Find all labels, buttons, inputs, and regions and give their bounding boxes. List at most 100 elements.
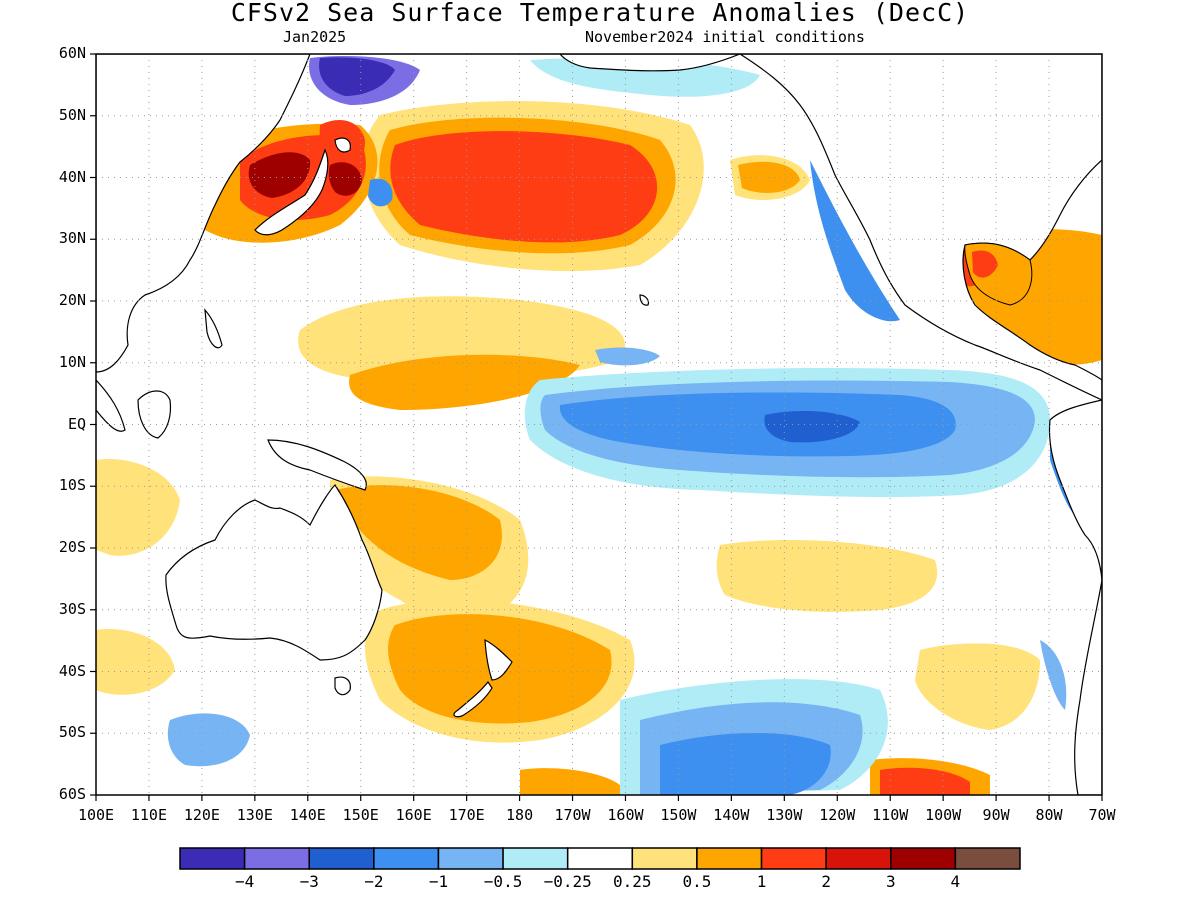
lat-label: 40N <box>58 167 86 186</box>
coastline-australia <box>165 484 383 661</box>
lon-label: 140E <box>289 806 326 824</box>
lon-label: 130W <box>766 806 803 824</box>
colorbar-label: 0.25 <box>613 872 652 891</box>
anomaly-region <box>660 732 831 795</box>
colorbar-swatch <box>179 847 246 870</box>
coastline-hokkaido <box>334 137 351 153</box>
colorbar-label: −1 <box>428 872 449 891</box>
axis-ticks <box>90 53 1103 801</box>
coastline-tasmania <box>334 676 351 696</box>
lon-label: 100E <box>77 806 115 824</box>
anomaly-region <box>1040 640 1067 710</box>
initial-conditions-label: November2024 initial conditions <box>585 28 865 46</box>
coastlines <box>96 54 1102 795</box>
lat-label: EQ <box>67 414 86 433</box>
colorbar <box>179 847 1021 870</box>
colorbar-swatch <box>566 847 634 870</box>
colorbar-label: −0.25 <box>543 872 592 891</box>
valid-month-label: Jan2025 <box>283 28 347 46</box>
lon-label: 120E <box>183 806 220 824</box>
lon-label: 160W <box>607 806 644 824</box>
lon-label: 110E <box>130 806 167 824</box>
lon-label: 150W <box>660 806 697 824</box>
colorbar-label: 4 <box>950 872 961 891</box>
colorbar-label: 1 <box>756 872 767 891</box>
anomaly-region <box>810 160 900 322</box>
lat-label: 50N <box>58 105 86 124</box>
map-title: CFSv2 Sea Surface Temperature Anomalies … <box>230 0 970 27</box>
colorbar-swatch <box>760 847 827 870</box>
lat-label: 40S <box>58 661 86 680</box>
colorbar-label: 2 <box>821 872 831 891</box>
colorbar-swatch <box>502 847 569 870</box>
anomaly-region <box>248 152 311 198</box>
colorbar-swatch <box>373 847 440 870</box>
lon-label: 180 <box>506 806 534 824</box>
colorbar-label: −0.5 <box>483 872 523 891</box>
coastline-hawaii <box>639 294 650 306</box>
lon-label: 70W <box>1088 806 1116 824</box>
colorbar-swatch <box>696 847 763 870</box>
anomaly-region <box>559 392 956 457</box>
colorbar-swatch <box>890 847 957 870</box>
lon-label: 170W <box>554 806 591 824</box>
colorbar-label: 0.5 <box>682 872 712 891</box>
anomaly-region <box>880 767 970 795</box>
anomaly-region <box>335 485 502 580</box>
anomaly-region <box>96 459 180 556</box>
lon-label: 170E <box>448 806 485 824</box>
anomaly-region <box>390 131 658 243</box>
anomaly-region <box>764 410 860 443</box>
lat-label: 50S <box>58 723 86 742</box>
colorbar-label: −3 <box>299 872 319 891</box>
colorbar-label: −2 <box>364 872 384 891</box>
lon-label: 80W <box>1035 806 1063 824</box>
colorbar-swatch <box>954 847 1021 870</box>
lon-label: 150E <box>342 806 379 824</box>
colorbar-swatch <box>243 847 310 870</box>
coastline-philippines <box>204 308 223 349</box>
colorbar-label: 3 <box>885 872 896 891</box>
anomaly-region <box>738 161 800 193</box>
anomaly-region <box>915 643 1040 730</box>
coastline-new-zealand-north <box>484 638 513 681</box>
anomaly-region <box>328 162 362 196</box>
lon-label: 90W <box>982 806 1010 824</box>
anomaly-region <box>595 347 660 366</box>
lat-label: 60S <box>58 785 86 803</box>
anomaly-region <box>349 354 580 410</box>
lat-label: 20N <box>58 291 86 309</box>
lat-label: 30S <box>58 599 86 618</box>
coastline-alaska <box>559 54 741 72</box>
anomaly-region <box>319 57 395 96</box>
lat-label: 30N <box>58 229 86 248</box>
colorbar-swatch <box>308 847 375 870</box>
anomaly-region <box>368 178 393 207</box>
coastline-japan <box>254 148 329 236</box>
lat-label: 60N <box>58 44 86 62</box>
colorbar-swatch <box>437 847 504 870</box>
lon-label: 120W <box>819 806 856 824</box>
coastline-sumatra <box>96 379 126 432</box>
colorbar-label: −4 <box>234 872 255 891</box>
anomaly-region-gulf-hot <box>972 250 998 278</box>
anomaly-region <box>716 540 938 612</box>
coastline-south-america <box>1048 399 1102 581</box>
lon-label: 100W <box>925 806 962 824</box>
anomaly-region <box>520 768 620 795</box>
coastline-south-america-south <box>1074 579 1102 795</box>
coastline-new-zealand-south <box>453 680 493 718</box>
lat-label: 20S <box>58 538 86 556</box>
colorbar-swatch <box>631 847 698 870</box>
anomaly-region <box>96 629 175 695</box>
coastline-new-guinea <box>267 439 367 491</box>
lat-label: 10S <box>58 476 86 495</box>
coastline-asia <box>96 54 311 373</box>
colorbar-swatch <box>825 847 892 870</box>
anomaly-region <box>167 713 250 767</box>
lon-label: 140W <box>713 806 750 824</box>
lon-label: 110W <box>872 806 909 824</box>
lon-label: 130E <box>236 806 273 824</box>
lon-label: 160E <box>395 806 432 824</box>
